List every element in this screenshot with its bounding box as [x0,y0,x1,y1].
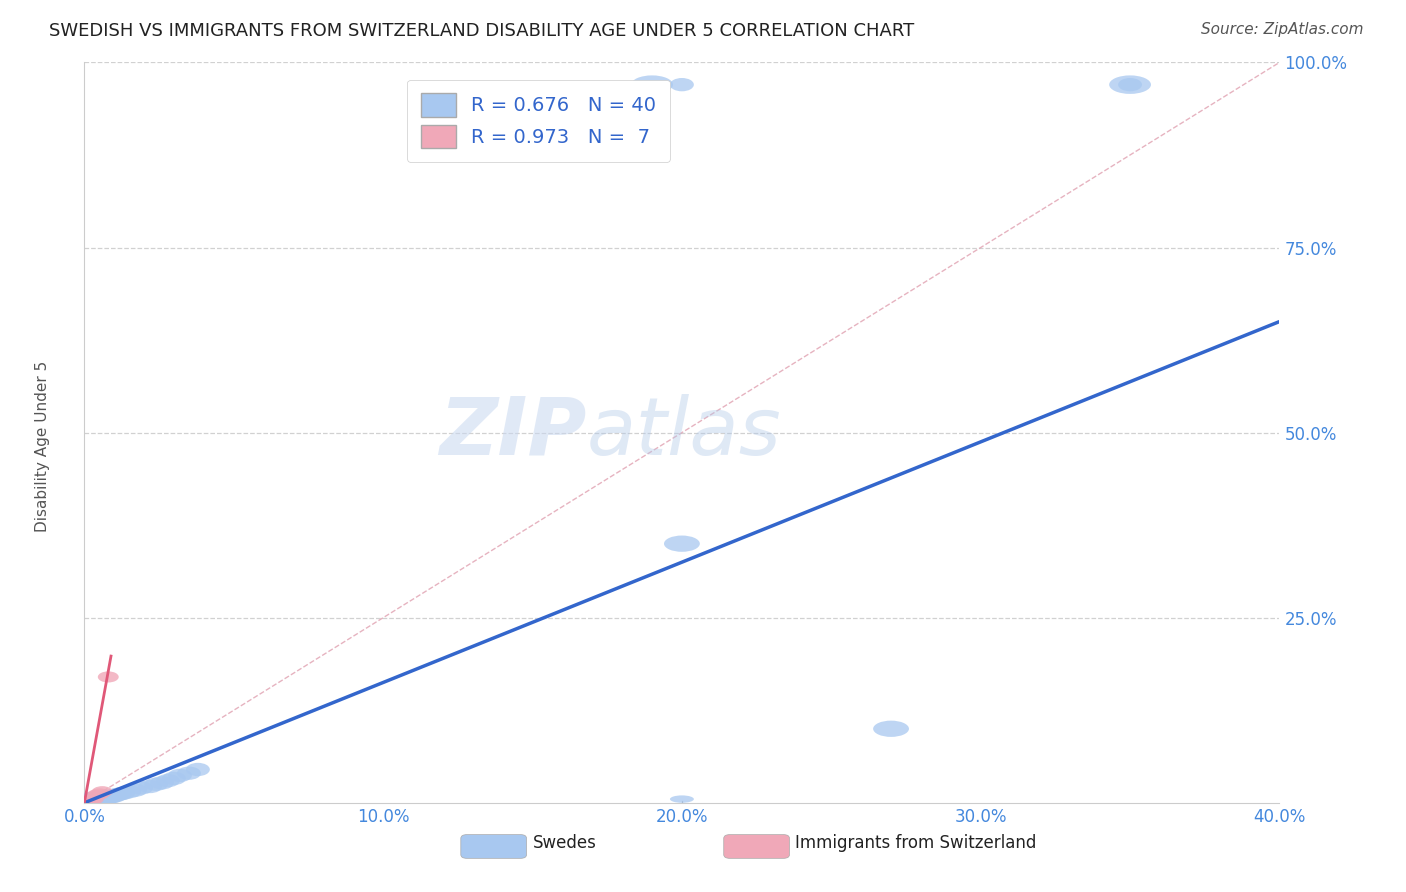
Ellipse shape [76,794,100,807]
Ellipse shape [79,792,103,805]
Ellipse shape [93,792,117,805]
Ellipse shape [873,721,910,737]
Ellipse shape [100,790,124,804]
Ellipse shape [83,794,104,805]
Ellipse shape [90,792,114,805]
Ellipse shape [91,786,112,797]
Ellipse shape [145,778,169,791]
Ellipse shape [150,776,174,789]
Text: Source: ZipAtlas.com: Source: ZipAtlas.com [1201,22,1364,37]
Ellipse shape [76,795,100,808]
Ellipse shape [103,789,127,803]
Ellipse shape [82,793,105,806]
Ellipse shape [96,789,121,803]
Ellipse shape [87,793,111,806]
Ellipse shape [84,792,108,805]
Ellipse shape [1109,76,1152,94]
Ellipse shape [82,794,105,807]
Ellipse shape [89,789,110,799]
Ellipse shape [186,763,209,776]
Ellipse shape [671,796,695,803]
FancyBboxPatch shape [724,835,790,858]
Text: Immigrants from Switzerland: Immigrants from Switzerland [796,834,1036,852]
Ellipse shape [84,792,108,805]
Ellipse shape [87,791,111,805]
Ellipse shape [76,793,100,806]
FancyBboxPatch shape [461,835,527,858]
Ellipse shape [87,792,111,805]
Ellipse shape [79,794,103,807]
Ellipse shape [138,780,162,793]
Text: Disability Age Under 5: Disability Age Under 5 [35,360,49,532]
Legend: R = 0.676   N = 40, R = 0.973   N =  7: R = 0.676 N = 40, R = 0.973 N = 7 [408,79,669,162]
Ellipse shape [124,783,148,797]
Ellipse shape [79,795,103,808]
Text: SWEDISH VS IMMIGRANTS FROM SWITZERLAND DISABILITY AGE UNDER 5 CORRELATION CHART: SWEDISH VS IMMIGRANTS FROM SWITZERLAND D… [49,22,914,40]
Ellipse shape [169,769,191,782]
Text: atlas: atlas [586,393,782,472]
Ellipse shape [117,785,141,798]
Ellipse shape [631,76,673,94]
Ellipse shape [105,788,129,801]
Text: ZIP: ZIP [439,393,586,472]
Ellipse shape [177,766,201,780]
Ellipse shape [84,794,108,807]
Ellipse shape [664,535,700,552]
Ellipse shape [156,774,180,788]
Ellipse shape [80,795,101,806]
Ellipse shape [103,789,127,802]
Ellipse shape [129,781,153,795]
Ellipse shape [162,772,186,785]
Ellipse shape [671,78,695,91]
Ellipse shape [1118,78,1142,91]
Ellipse shape [96,791,121,805]
Ellipse shape [82,792,105,805]
Ellipse shape [86,789,107,801]
Ellipse shape [108,788,132,801]
Ellipse shape [111,787,135,800]
Ellipse shape [98,672,118,682]
Ellipse shape [93,790,117,804]
Text: Swedes: Swedes [533,834,596,852]
Ellipse shape [90,791,114,805]
Ellipse shape [77,797,98,807]
